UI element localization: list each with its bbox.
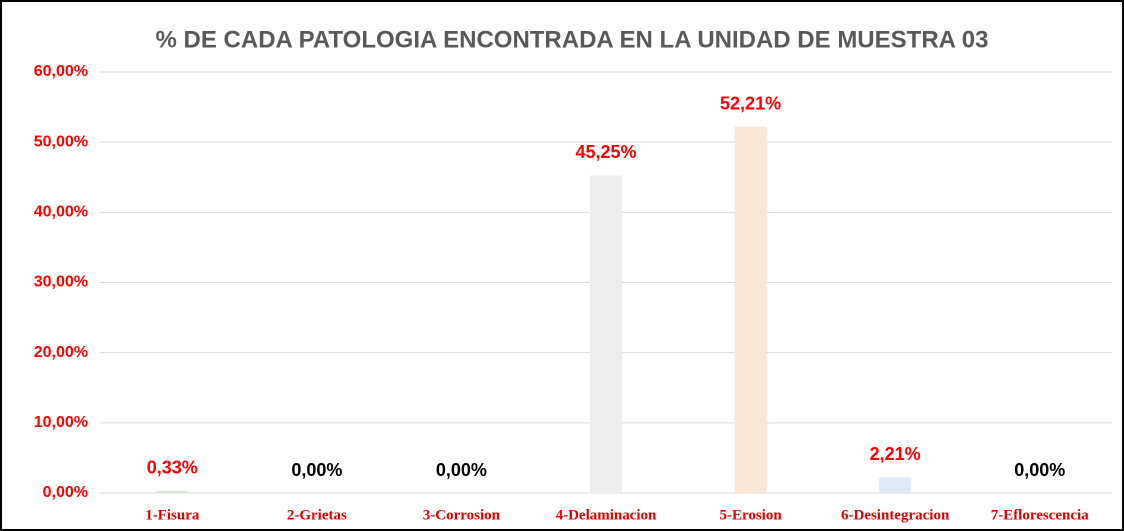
x-tick-label: 3-Corrosion: [423, 507, 501, 523]
y-tick-label: 30,00%: [34, 274, 88, 291]
x-tick-label: 1-Fisura: [145, 507, 200, 523]
bar: [590, 175, 622, 493]
value-label: 0,33%: [147, 457, 198, 477]
y-tick-label: 10,00%: [34, 414, 88, 431]
x-tick-label: 4-Delaminacion: [556, 507, 657, 523]
y-tick-label: 50,00%: [34, 133, 88, 150]
y-tick-label: 0,00%: [43, 484, 88, 501]
x-tick-label: 5-Erosion: [719, 507, 782, 523]
x-tick-label: 2-Grietas: [287, 507, 347, 523]
value-label: 45,25%: [575, 142, 636, 162]
y-tick-label: 60,00%: [34, 63, 88, 80]
bar: [879, 477, 912, 493]
y-tick-label: 40,00%: [34, 204, 88, 221]
value-label: 52,21%: [720, 93, 781, 113]
x-tick-label: 6-Desintegracion: [841, 507, 950, 523]
value-label: 0,00%: [291, 460, 342, 480]
chart-title: % DE CADA PATOLOGIA ENCONTRADA EN LA UNI…: [156, 26, 989, 53]
y-tick-label: 20,00%: [34, 344, 88, 361]
value-label: 0,00%: [436, 460, 487, 480]
bar: [156, 490, 189, 493]
x-tick-label: 7-Eflorescencia: [991, 507, 1090, 523]
value-label: 0,00%: [1014, 460, 1065, 480]
value-label: 2,21%: [870, 444, 921, 464]
bar: [734, 126, 767, 493]
